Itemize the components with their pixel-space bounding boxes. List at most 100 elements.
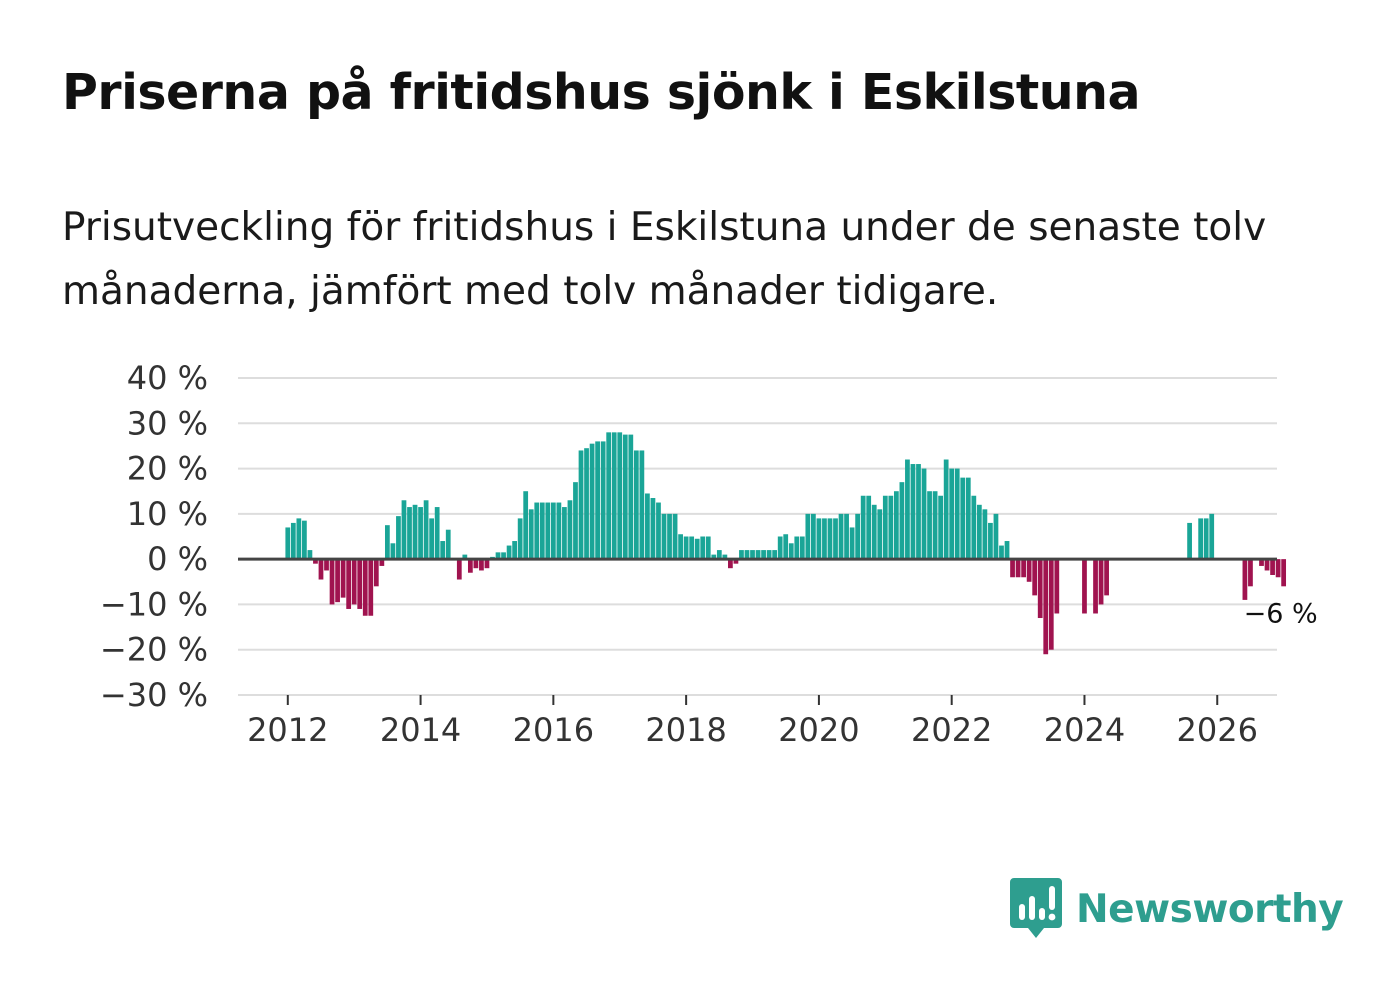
bar [799,536,805,560]
bar [501,552,506,560]
bar [573,482,578,560]
bar [777,536,783,560]
bar [965,477,971,560]
bar [534,502,540,560]
bar [606,432,612,560]
bar [1032,559,1038,596]
bar [722,554,728,560]
bar [396,516,401,560]
bar [495,552,501,560]
bar [368,559,374,616]
bar [340,559,346,598]
bar [1048,559,1054,650]
bar [788,543,794,560]
bar [379,559,385,566]
x-tick-label: 2014 [380,711,461,749]
bar [711,554,717,560]
bar [1270,559,1275,575]
bar [479,559,484,571]
bar [473,559,479,569]
x-tick-label: 2020 [778,711,859,749]
annotations: −6 % [1244,598,1318,629]
bar [1248,559,1253,587]
gridlines [238,377,1277,696]
bar [750,550,755,560]
bar [1021,559,1026,578]
bar [1203,518,1209,560]
bar [329,559,335,605]
bar [833,518,838,560]
bar [412,504,418,560]
bar [927,491,932,560]
bar [694,538,700,560]
bar [877,509,883,560]
bar [622,434,628,560]
bar [794,536,800,560]
bar [982,509,988,560]
bar [1242,559,1248,600]
bar [810,513,816,560]
bar [728,559,733,569]
y-tick-label: 10 % [127,495,208,533]
bar [324,559,329,571]
bar [739,550,744,560]
y-tick-label: 30 % [127,404,208,442]
bar [816,518,822,560]
bar [838,513,844,560]
bar [556,502,562,560]
y-tick-label: 0 % [147,540,208,578]
bar [462,554,468,560]
bar [1198,518,1204,560]
x-axis: 2012 2014 2016 2018 2020 2022 2024 2026 [247,695,1258,749]
bar [318,559,324,580]
bar [1275,559,1281,578]
bar [993,513,999,560]
bar [1093,559,1098,614]
bar [755,550,761,560]
bar [1281,559,1287,587]
x-tick-label: 2024 [1044,711,1125,749]
bar [545,502,551,560]
bar [822,518,827,560]
bar [628,434,634,560]
bar [667,513,672,560]
bar [1264,559,1270,571]
bar [467,559,473,573]
bar [954,468,960,560]
bar-chart: 40 %30 %20 %10 %0 %−10 %−20 %−30 % 2012 2… [100,359,1318,749]
bar [960,477,966,560]
bar [999,545,1004,560]
chart-title: Priserna på fritidshus sjönk i Eskilstun… [62,64,1141,121]
bar [882,495,888,560]
bar [434,507,440,560]
bar [1098,559,1104,605]
bar [761,550,766,560]
bar [506,545,512,560]
bar [357,559,363,609]
bar [429,518,435,560]
bar [1259,559,1264,566]
bar [523,491,529,560]
bar [1004,541,1010,560]
bar [1026,559,1032,582]
bar [418,507,423,560]
bar [905,459,910,560]
bar [1082,559,1087,614]
bar [705,536,711,560]
bar [888,495,894,560]
bar [1104,559,1109,596]
bar [1043,559,1049,655]
bar [689,536,695,560]
bar [633,450,639,560]
bar [827,518,833,560]
bar [512,541,518,560]
newsworthy-icon [1010,878,1062,938]
bar [390,543,396,560]
bar [899,482,905,560]
bar [595,441,600,560]
bar [578,450,584,560]
bar [971,495,977,560]
bar [988,522,993,560]
bar [855,513,861,560]
bar [844,513,849,560]
